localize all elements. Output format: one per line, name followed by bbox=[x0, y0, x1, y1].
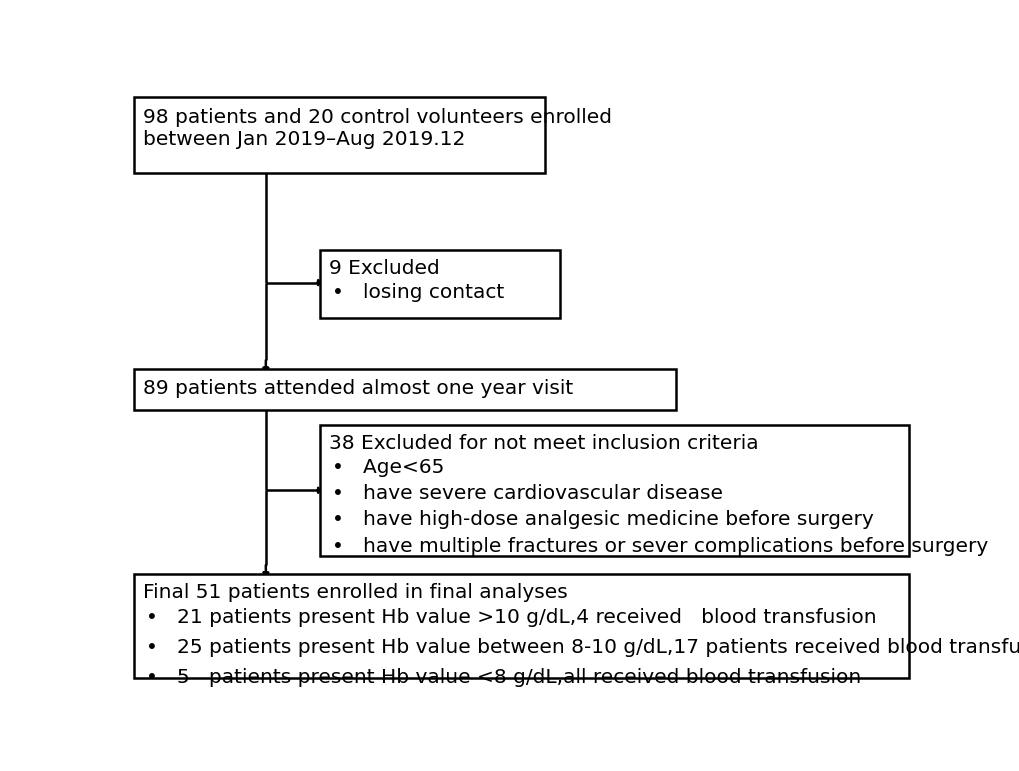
Text: •   have multiple fractures or sever complications before surgery: • have multiple fractures or sever compl… bbox=[332, 537, 987, 556]
FancyBboxPatch shape bbox=[133, 369, 676, 409]
FancyBboxPatch shape bbox=[133, 574, 908, 678]
Text: Final 51 patients enrolled in final analyses: Final 51 patients enrolled in final anal… bbox=[143, 584, 568, 602]
Text: •   21 patients present Hb value >10 g/dL,4 received   blood transfusion: • 21 patients present Hb value >10 g/dL,… bbox=[147, 608, 876, 628]
Text: 98 patients and 20 control volunteers enrolled
between Jan 2019–Aug 2019.12: 98 patients and 20 control volunteers en… bbox=[143, 108, 611, 149]
Text: •   have severe cardiovascular disease: • have severe cardiovascular disease bbox=[332, 484, 722, 503]
Text: •   Age<65: • Age<65 bbox=[332, 458, 444, 477]
Text: 38 Excluded for not meet inclusion criteria: 38 Excluded for not meet inclusion crite… bbox=[329, 435, 758, 453]
Text: •   25 patients present Hb value between 8-10 g/dL,17 patients received blood tr: • 25 patients present Hb value between 8… bbox=[147, 638, 1019, 657]
Text: 89 patients attended almost one year visit: 89 patients attended almost one year vis… bbox=[143, 379, 573, 398]
Text: •   losing contact: • losing contact bbox=[332, 283, 504, 302]
Text: •   5   patients present Hb value <8 g/dL,all received blood transfusion: • 5 patients present Hb value <8 g/dL,al… bbox=[147, 668, 861, 687]
FancyBboxPatch shape bbox=[319, 425, 908, 556]
FancyBboxPatch shape bbox=[319, 250, 559, 318]
Text: 9 Excluded: 9 Excluded bbox=[329, 259, 439, 278]
FancyBboxPatch shape bbox=[133, 97, 544, 173]
Text: •   have high-dose analgesic medicine before surgery: • have high-dose analgesic medicine befo… bbox=[332, 510, 873, 530]
